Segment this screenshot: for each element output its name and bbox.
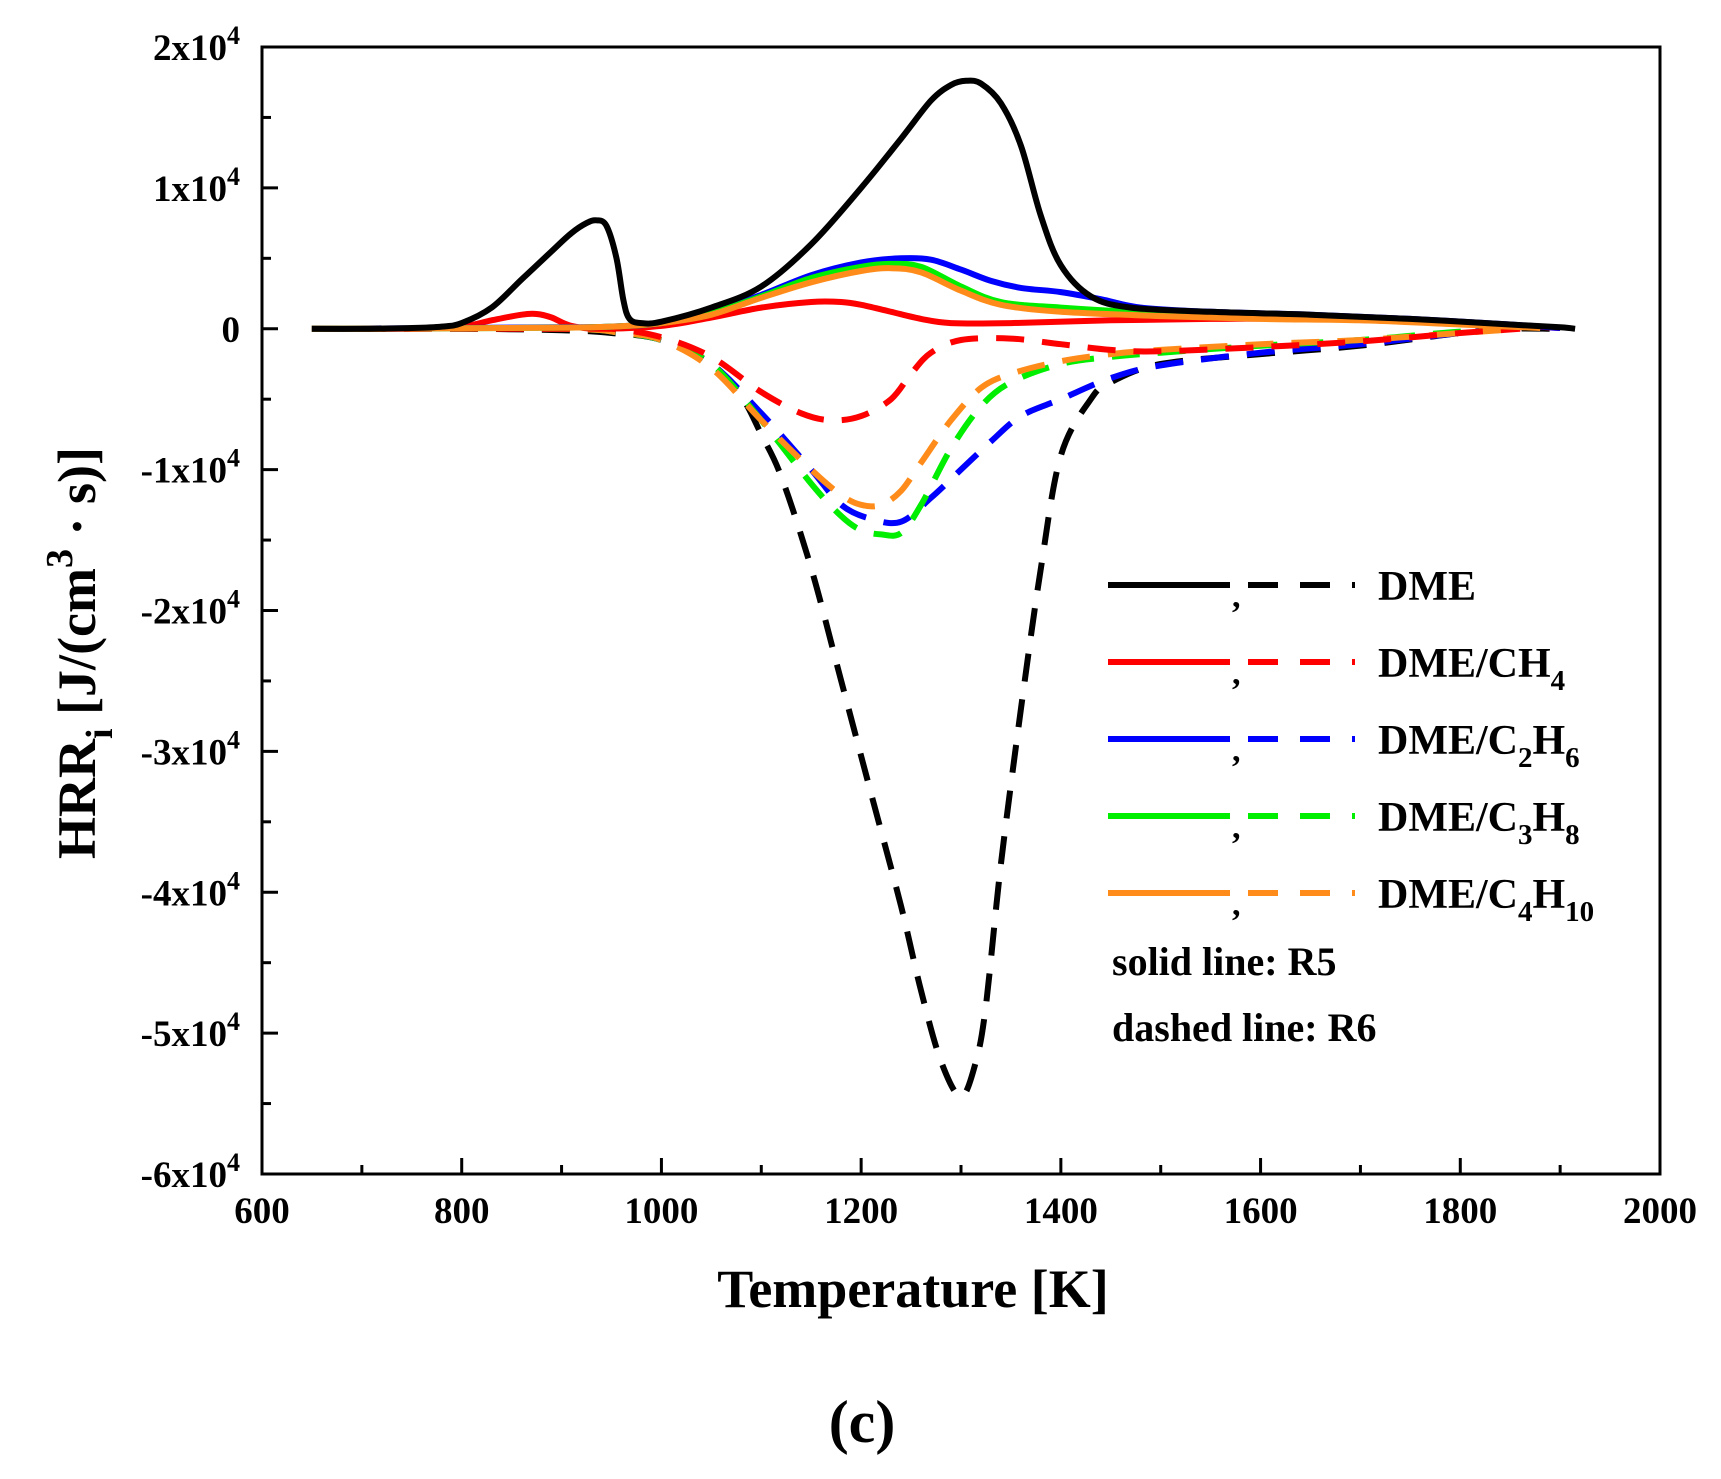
line-style-note: dashed line: R6 (1112, 1005, 1377, 1050)
text-part: H (1533, 872, 1566, 918)
y-tick-label: 1x104 (153, 162, 240, 210)
y-tick-label: -2x104 (141, 585, 240, 633)
series-line-dashed (311, 325, 1521, 527)
x-tick-label: 2000 (1623, 1191, 1697, 1232)
legend-separator: , (1232, 732, 1241, 769)
y-tick-exponent: 4 (227, 21, 240, 50)
y-tick-mantissa: -5x10 (141, 1014, 227, 1055)
series-line-dashed (311, 325, 1521, 510)
text-part: DME/C (1378, 872, 1518, 918)
y-tick-mantissa: -1x10 (141, 451, 227, 492)
legend-label: DME/CH4 (1378, 641, 1565, 697)
legend-separator: , (1232, 578, 1241, 615)
text-part: 3 (1518, 819, 1533, 851)
text-part: 10 (1565, 896, 1594, 928)
legend-separator: , (1232, 809, 1241, 846)
plot-frame (260, 45, 1662, 1176)
y-tick-mantissa: 2x10 (153, 28, 227, 69)
y-tick-label: 0 (222, 310, 241, 351)
annotations: solid line: R5 dashed line: R6 (1112, 939, 1377, 1050)
y-tick-label: -5x104 (141, 1007, 240, 1055)
y-tick-exponent: 4 (227, 1148, 240, 1177)
y-tick-label: -1x104 (141, 444, 240, 492)
legend-label: DME/C4H10 (1378, 872, 1594, 928)
y-tick-mantissa: 0 (222, 310, 241, 351)
y-tick-exponent: 4 (227, 162, 240, 191)
series-line-solid (311, 77, 1576, 332)
text-part: [J/(cm (47, 568, 107, 728)
text-part: · s)] (47, 447, 107, 549)
series-line-dashed (311, 325, 1521, 539)
y-tick-label: -4x104 (141, 866, 240, 914)
y-tick-mantissa: -3x10 (141, 732, 227, 773)
text-part: 6 (1565, 742, 1580, 774)
x-axis-title: Temperature [K] (717, 1259, 1108, 1319)
y-tick-mantissa: -2x10 (141, 592, 227, 633)
y-tick-exponent: 4 (227, 444, 240, 473)
y-tick-exponent: 4 (227, 866, 240, 895)
text-part: i (79, 728, 121, 739)
text-part: 8 (1565, 819, 1580, 851)
text-part: 2 (1518, 742, 1533, 774)
x-tick-label: 600 (234, 1191, 290, 1232)
x-tick-label: 1600 (1224, 1191, 1298, 1232)
x-tick-label: 1400 (1024, 1191, 1098, 1232)
x-tick-label: 1800 (1423, 1191, 1497, 1232)
y-tick-mantissa: -6x10 (141, 1155, 227, 1196)
text-part: H (1533, 795, 1566, 841)
legend: , DME, DME/CH4, DME/C2H6, DME/C3H8, DME/C4H10 (1108, 564, 1594, 928)
series-line-dashed (311, 325, 1521, 424)
text-part: H (1533, 718, 1566, 764)
x-tick-label: 1200 (824, 1191, 898, 1232)
text-part: DME/C (1378, 795, 1518, 841)
legend-separator: , (1232, 655, 1241, 692)
legend-label: DME (1378, 564, 1476, 610)
text-part: 4 (1551, 665, 1566, 697)
text-part: DME/CH (1378, 641, 1551, 687)
text-part: 3 (39, 549, 81, 568)
legend-label: DME/C3H8 (1378, 795, 1580, 851)
text-part: 4 (1518, 896, 1533, 928)
y-tick-exponent: 4 (227, 725, 240, 754)
plot-lines (311, 77, 1576, 1100)
text-part: DME (1378, 564, 1476, 610)
legend-separator: , (1232, 886, 1241, 923)
panel-label: (c) (829, 1389, 896, 1455)
y-tick-label: -6x104 (141, 1148, 240, 1196)
y-tick-exponent: 4 (227, 1007, 240, 1036)
y-tick-mantissa: 1x10 (153, 169, 227, 210)
y-axis-title: HRRi [J/(cm3 · s)] (39, 447, 121, 859)
x-tick-label: 800 (434, 1191, 490, 1232)
text-part: HRR (47, 738, 107, 859)
line-style-note: solid line: R5 (1112, 939, 1336, 984)
series-line-solid (311, 265, 1541, 332)
x-tick-label: 1000 (624, 1191, 698, 1232)
y-tick-mantissa: -4x10 (141, 873, 227, 914)
y-tick-exponent: 4 (227, 585, 240, 614)
y-tick-label: -3x104 (141, 725, 240, 773)
axis-ticks: 600 800 1000 1200 1400 1600 1800 20002x1041x104… (141, 21, 1697, 1232)
y-tick-label: 2x104 (153, 21, 240, 69)
legend-label: DME/C2H6 (1378, 718, 1580, 774)
text-part: DME/C (1378, 718, 1518, 764)
